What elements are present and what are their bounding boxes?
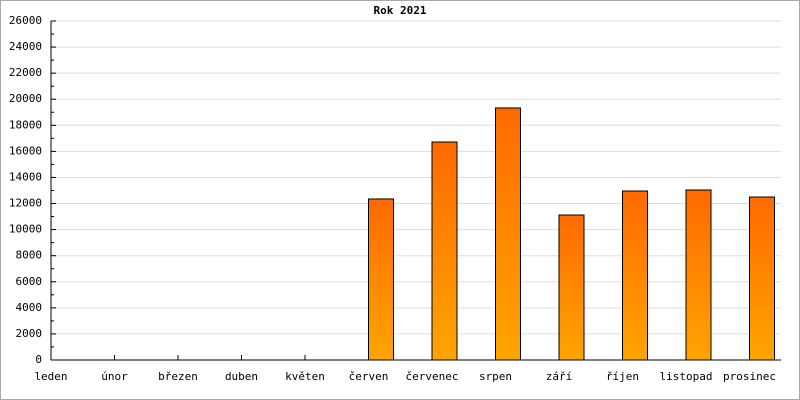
- y-tick-label: 18000: [9, 118, 42, 131]
- bar: [431, 141, 458, 361]
- bar: [368, 198, 394, 361]
- y-tick-label: 16000: [9, 144, 42, 157]
- y-tick-label: 22000: [9, 66, 42, 79]
- x-tick-label: říjen: [606, 370, 639, 383]
- y-tick-label: 10000: [9, 223, 42, 236]
- y-tick-label: 24000: [9, 40, 42, 53]
- x-tick-label: květen: [285, 370, 325, 383]
- y-tick-label: 8000: [16, 249, 43, 262]
- x-tick-label: srpen: [479, 370, 512, 383]
- x-tick-label: červenec: [406, 370, 459, 383]
- x-tick-label: prosinec: [723, 370, 776, 383]
- bar: [622, 190, 648, 361]
- y-tick-label: 6000: [16, 275, 43, 288]
- x-tick-label: listopad: [660, 370, 713, 383]
- bar: [558, 214, 585, 361]
- x-tick-label: březen: [158, 370, 198, 383]
- x-tick-label: únor: [101, 370, 128, 383]
- bar: [685, 189, 712, 361]
- x-tick-label: září: [546, 370, 573, 383]
- y-tick-label: 2000: [16, 327, 43, 340]
- bar: [495, 107, 521, 361]
- y-tick-label: 4000: [16, 301, 43, 314]
- x-tick-label: červen: [349, 370, 389, 383]
- x-tick-label: duben: [225, 370, 258, 383]
- y-tick-label: 26000: [9, 14, 42, 27]
- y-tick-label: 12000: [9, 197, 42, 210]
- bar: [749, 196, 775, 361]
- y-tick-label: 14000: [9, 170, 42, 183]
- chart-title: Rok 2021: [374, 4, 427, 17]
- x-tick-label: leden: [34, 370, 67, 383]
- y-tick-label: 20000: [9, 92, 42, 105]
- y-tick-label: 0: [35, 353, 42, 366]
